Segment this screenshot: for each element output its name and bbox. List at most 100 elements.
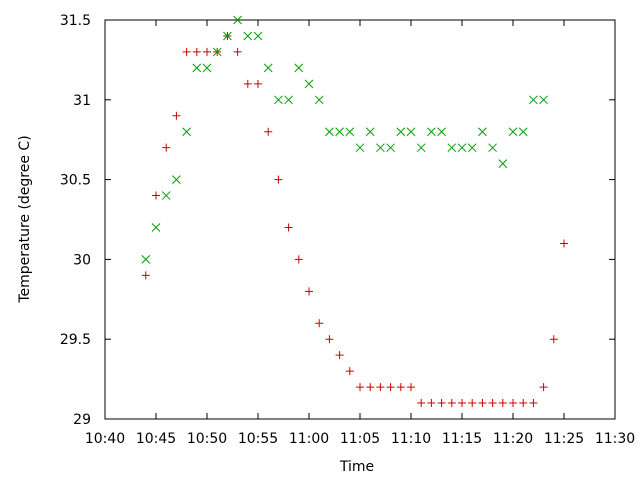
y-tick-label: 31.5 <box>60 13 91 29</box>
data-point <box>315 319 324 328</box>
data-point <box>274 175 283 184</box>
data-point <box>304 79 314 89</box>
data-point <box>407 383 415 392</box>
data-point <box>365 127 375 137</box>
data-point <box>518 127 528 137</box>
data-point <box>172 175 181 184</box>
x-axis-title: Time <box>339 459 374 475</box>
x-tick-label: 10:40 <box>85 431 125 447</box>
data-point <box>488 399 497 408</box>
data-point <box>519 399 528 408</box>
data-point <box>529 95 538 105</box>
data-point <box>182 127 191 137</box>
y-tick-label: 29 <box>73 412 91 428</box>
data-point <box>447 143 457 153</box>
data-point <box>141 271 150 280</box>
data-point <box>386 383 395 392</box>
data-point <box>539 95 548 105</box>
data-point <box>376 143 385 153</box>
data-point <box>386 143 395 153</box>
data-point <box>325 335 334 344</box>
data-point <box>202 63 212 73</box>
y-tick-label: 29.5 <box>60 332 91 348</box>
data-point <box>263 63 273 73</box>
x-tick-label: 11:00 <box>289 431 329 447</box>
x-tick-label: 10:55 <box>238 431 278 447</box>
y-tick-label: 30 <box>73 252 91 268</box>
y-tick-label: 30.5 <box>60 173 91 189</box>
data-point <box>498 159 508 168</box>
data-point <box>243 31 253 41</box>
x-tick-label: 11:25 <box>544 431 584 447</box>
data-point <box>549 335 558 344</box>
data-point <box>243 79 252 88</box>
x-tick-label: 11:10 <box>391 431 431 447</box>
data-point <box>508 127 518 137</box>
data-point <box>294 63 304 73</box>
y-axis-title: Temperature (degree C) <box>17 135 33 303</box>
data-point <box>468 399 477 408</box>
data-point <box>458 399 466 408</box>
data-point <box>427 127 436 137</box>
data-point <box>498 399 507 408</box>
data-point <box>396 383 405 392</box>
data-points <box>141 15 568 408</box>
x-tick-label: 10:50 <box>187 431 227 447</box>
data-point <box>274 95 283 105</box>
data-point <box>437 127 446 137</box>
data-point <box>345 367 354 376</box>
data-point <box>417 399 426 408</box>
data-point <box>457 143 467 153</box>
data-point <box>509 399 517 408</box>
data-point <box>376 383 385 392</box>
data-point <box>254 79 262 88</box>
data-point <box>264 127 273 136</box>
data-point <box>478 399 487 408</box>
data-point <box>356 383 364 392</box>
data-point <box>223 31 232 41</box>
data-point <box>305 287 313 296</box>
data-point <box>284 223 293 232</box>
data-point <box>355 143 365 153</box>
data-point <box>161 191 171 200</box>
data-point <box>233 47 242 56</box>
x-tick-label: 11:15 <box>442 431 482 447</box>
data-point <box>345 127 355 137</box>
data-point <box>151 223 161 232</box>
data-point <box>203 47 211 56</box>
data-point <box>427 399 436 408</box>
y-tick-label: 31 <box>73 93 91 109</box>
data-point <box>335 127 344 137</box>
x-tick-label: 11:30 <box>595 431 635 447</box>
data-point <box>478 127 487 137</box>
y-axis: 29 29.5 30 30.5 31 31.5 <box>60 13 615 428</box>
data-point <box>539 383 548 392</box>
series-2 <box>141 15 548 264</box>
plot-frame <box>104 19 616 420</box>
data-point <box>152 191 160 200</box>
data-point <box>192 47 201 56</box>
series-1 <box>141 31 568 408</box>
data-point <box>437 399 446 408</box>
data-point <box>335 351 344 360</box>
data-point <box>162 143 171 152</box>
data-point <box>366 383 375 392</box>
data-point <box>406 127 416 137</box>
data-point <box>253 31 263 41</box>
data-point <box>141 255 151 264</box>
data-point <box>396 127 406 137</box>
data-point <box>529 399 538 408</box>
x-tick-label: 11:05 <box>340 431 380 447</box>
data-point <box>416 143 426 153</box>
data-point <box>182 47 191 56</box>
data-point <box>212 47 222 57</box>
data-point <box>284 95 293 105</box>
data-point <box>325 127 334 137</box>
data-point <box>192 63 202 73</box>
data-point <box>467 143 477 153</box>
data-point <box>488 143 497 153</box>
data-point <box>172 111 181 120</box>
data-point <box>314 95 324 105</box>
x-tick-label: 10:45 <box>136 431 176 447</box>
